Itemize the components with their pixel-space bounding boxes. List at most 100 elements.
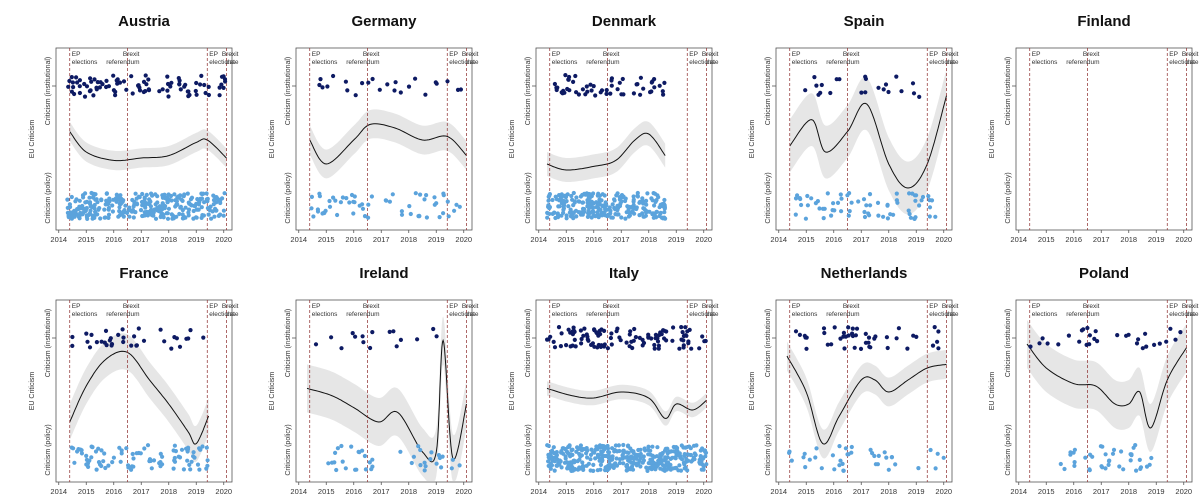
policy-point (644, 198, 649, 203)
event-label: elections (1169, 311, 1195, 318)
policy-point (390, 192, 395, 197)
policy-point (172, 192, 177, 197)
policy-point (645, 468, 650, 473)
x-tick-label: 2016 (345, 235, 362, 244)
institutional-point (109, 343, 114, 348)
institutional-point (392, 88, 397, 93)
policy-point (699, 455, 705, 460)
policy-point (659, 452, 664, 457)
event-label: date (1186, 311, 1199, 318)
institutional-point (415, 337, 420, 342)
policy-point (662, 197, 667, 203)
policy-point (907, 211, 912, 217)
institutional-point (914, 334, 919, 339)
institutional-point (578, 328, 584, 333)
x-tick-label: 2017 (613, 235, 630, 244)
panel-title: Ireland (359, 265, 408, 282)
policy-point (553, 215, 558, 221)
policy-point (610, 446, 615, 451)
institutional-point (638, 75, 644, 80)
policy-point (180, 212, 185, 217)
institutional-point (884, 335, 890, 340)
x-tick-label: 2016 (825, 235, 842, 244)
institutional-point (842, 346, 847, 351)
policy-point (919, 198, 924, 203)
policy-point (554, 453, 560, 458)
policy-point (178, 204, 183, 209)
institutional-point (92, 77, 97, 82)
institutional-point (886, 89, 891, 95)
policy-point (606, 453, 611, 458)
event-label: EP (1169, 303, 1178, 310)
policy-point (188, 202, 193, 207)
event-label: Brexit (1182, 303, 1199, 310)
policy-point (673, 456, 678, 461)
institutional-point (896, 326, 902, 331)
policy-point (142, 446, 147, 451)
policy-point (697, 460, 702, 465)
policy-point (159, 204, 164, 209)
policy-point (612, 449, 617, 454)
policy-point (598, 462, 604, 467)
panel-finland: Finland Criticism (institutional) EU Criti… (989, 13, 1199, 244)
policy-point (399, 209, 404, 214)
policy-point (104, 198, 109, 203)
policy-point (912, 216, 917, 221)
panel-poland: Poland Criticism (institutional) EU Critic… (989, 265, 1199, 496)
policy-point (581, 207, 586, 212)
policy-point (344, 196, 349, 201)
policy-point (131, 204, 136, 209)
x-tick-label: 2020 (215, 487, 232, 496)
institutional-point (99, 339, 104, 344)
policy-point (803, 465, 808, 470)
institutional-point (69, 75, 74, 80)
policy-point (653, 199, 658, 204)
x-tick-label: 2018 (640, 235, 657, 244)
policy-point (553, 194, 558, 199)
policy-point (631, 194, 636, 199)
institutional-point (867, 344, 872, 349)
policy-point (646, 461, 651, 466)
policy-point (75, 449, 80, 454)
policy-point (213, 208, 219, 213)
policy-point (117, 201, 122, 206)
confidence-band (547, 121, 666, 182)
institutional-point (360, 334, 365, 339)
policy-point (110, 203, 115, 208)
policy-point (179, 447, 185, 452)
policy-point (170, 213, 176, 218)
x-tick-label: 2019 (1148, 235, 1165, 244)
institutional-point (548, 334, 553, 339)
policy-point (920, 194, 926, 200)
policy-point (422, 197, 427, 202)
policy-point (617, 457, 623, 462)
policy-point (580, 192, 585, 198)
x-tick-label: 2014 (770, 487, 787, 496)
plot-frame (295, 299, 473, 483)
institutional-point (221, 74, 226, 79)
plot-frame (535, 299, 713, 483)
policy-point (418, 463, 423, 468)
institutional-point (605, 346, 611, 351)
institutional-point (1126, 332, 1131, 337)
policy-point (335, 446, 340, 451)
policy-point (817, 206, 822, 211)
x-tick-label: 2019 (908, 487, 925, 496)
policy-point (123, 203, 128, 208)
policy-point (327, 198, 332, 204)
policy-point (90, 445, 95, 450)
institutional-point (85, 339, 90, 344)
policy-point (661, 201, 667, 206)
x-tick-label: 2015 (1038, 235, 1055, 244)
institutional-point (103, 328, 109, 333)
policy-point (150, 193, 155, 198)
policy-point (933, 214, 938, 219)
policy-point (92, 206, 97, 211)
policy-point (637, 452, 642, 457)
policy-point (615, 449, 620, 454)
institutional-point (579, 341, 584, 346)
policy-point (84, 462, 89, 467)
event-label: EP (1169, 51, 1178, 58)
policy-point (121, 214, 126, 219)
panel-title: Finland (1077, 13, 1130, 30)
